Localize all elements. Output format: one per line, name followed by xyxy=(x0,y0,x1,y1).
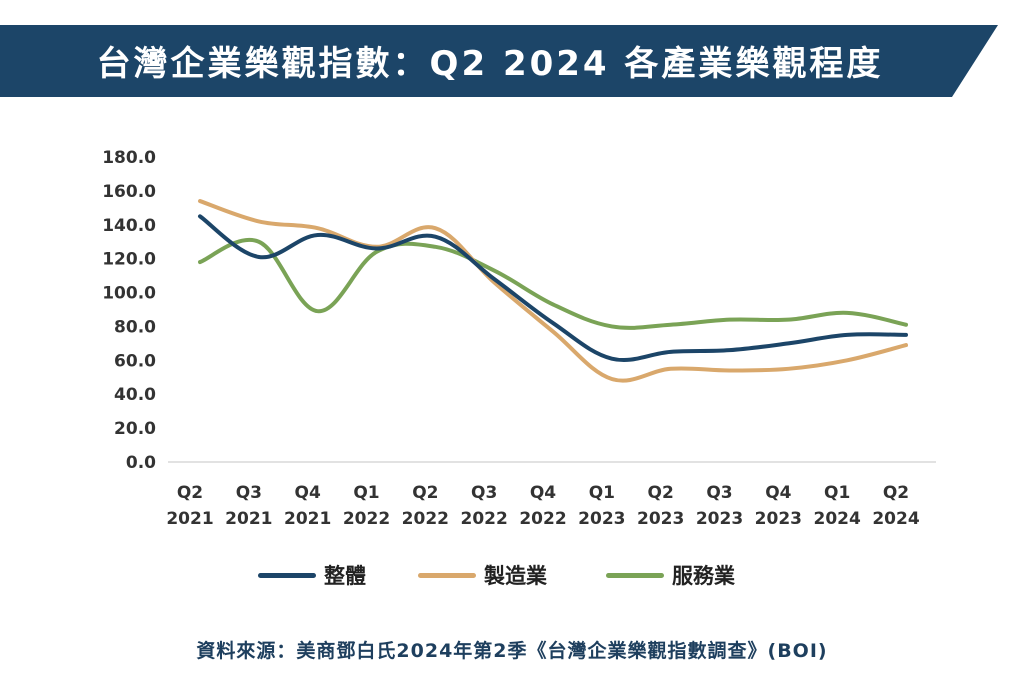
y-tick-label: 100.0 xyxy=(102,284,156,304)
x-tick-label-year: 2024 xyxy=(814,509,861,529)
series-line-manufacturing xyxy=(198,199,908,383)
legend-label-manufacturing: 製造業 xyxy=(484,564,547,588)
y-tick-label: 140.0 xyxy=(102,216,156,236)
x-tick-label-year: 2021 xyxy=(166,509,213,529)
y-tick-label: 80.0 xyxy=(114,317,156,337)
x-tick-label-quarter: Q4 xyxy=(530,483,556,503)
legend-swatch-services xyxy=(606,572,664,578)
x-tick-label-year: 2023 xyxy=(578,509,625,529)
series-line-overall xyxy=(198,214,908,362)
y-tick-label: 0.0 xyxy=(126,453,156,473)
y-tick-label: 160.0 xyxy=(102,182,156,202)
x-tick-label-year: 2021 xyxy=(284,509,331,529)
x-tick-label-quarter: Q1 xyxy=(589,483,615,503)
x-tick-label-year: 2022 xyxy=(402,509,449,529)
x-tick-label-year: 2022 xyxy=(519,509,566,529)
x-tick-label-year: 2024 xyxy=(872,509,919,529)
legend-swatch-overall xyxy=(258,572,316,578)
legend-swatch-manufacturing xyxy=(418,572,476,578)
legend-label-services: 服務業 xyxy=(672,564,735,588)
x-tick-label-quarter: Q1 xyxy=(353,483,379,503)
x-tick-label-quarter: Q2 xyxy=(883,483,909,503)
x-tick-label-quarter: Q3 xyxy=(236,483,262,503)
x-tick-label-year: 2022 xyxy=(343,509,390,529)
line-chart: 0.0 20.0 40.0 60.0 80.0 100.0 120.0 140.0 160.0 1… xyxy=(102,148,936,529)
chart-title: 台灣企業樂觀指數：Q2 2024 各產業樂觀程度 xyxy=(96,44,884,84)
legend-item-manufacturing: 製造業 xyxy=(418,560,547,590)
y-tick-label: 20.0 xyxy=(114,419,156,439)
x-tick-label-quarter: Q2 xyxy=(412,483,438,503)
title-banner xyxy=(0,25,998,97)
y-tick-label: 120.0 xyxy=(102,250,156,270)
legend-label-overall: 整體 xyxy=(324,564,366,588)
x-tick-label-year: 2022 xyxy=(461,509,508,529)
x-tick-label-quarter: Q1 xyxy=(824,483,850,503)
x-tick-label-year: 2021 xyxy=(225,509,272,529)
x-tick-label-quarter: Q2 xyxy=(177,483,203,503)
x-tick-label-year: 2023 xyxy=(755,509,802,529)
x-tick-label-quarter: Q2 xyxy=(648,483,674,503)
chart-legend: 整體 製造業 服務業 xyxy=(0,560,1024,590)
x-tick-label-quarter: Q3 xyxy=(706,483,732,503)
x-tick-label-quarter: Q3 xyxy=(471,483,497,503)
y-tick-label: 180.0 xyxy=(102,148,156,168)
legend-item-overall: 整體 xyxy=(258,560,366,590)
y-tick-label: 60.0 xyxy=(114,351,156,371)
x-tick-label-quarter: Q4 xyxy=(765,483,791,503)
x-tick-label-year: 2023 xyxy=(696,509,743,529)
series-line-services xyxy=(198,237,908,330)
y-tick-label: 40.0 xyxy=(114,385,156,405)
source-note: 資料來源：美商鄧白氏2024年第2季《台灣企業樂觀指數調查》(BOI) xyxy=(196,640,828,662)
x-tick-label-year: 2023 xyxy=(637,509,684,529)
title-banner-shape xyxy=(0,25,998,97)
legend-item-services: 服務業 xyxy=(606,560,735,590)
x-tick-label-quarter: Q4 xyxy=(295,483,321,503)
